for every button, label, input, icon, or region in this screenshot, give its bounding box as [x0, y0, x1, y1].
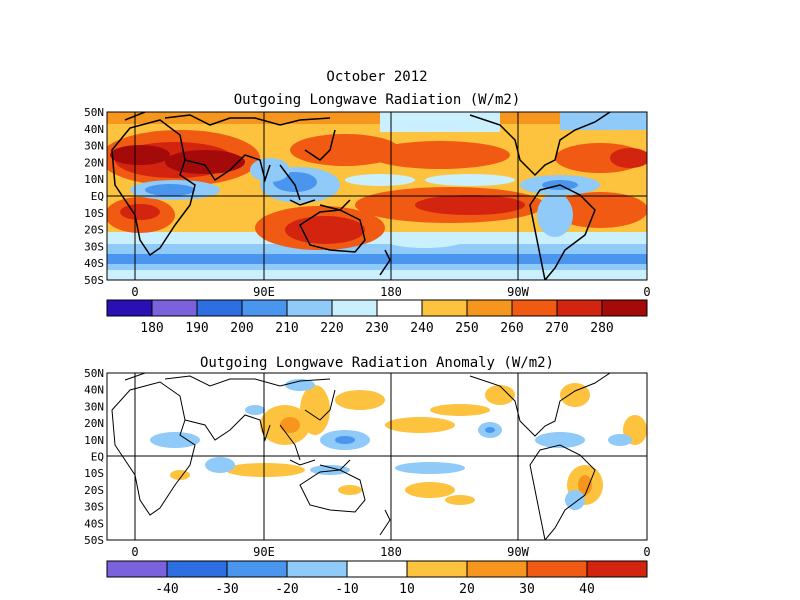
lon-tick-label: 90W: [507, 285, 529, 299]
lon-tick-label: 0: [643, 545, 650, 559]
lat-tick-label: 20N: [84, 417, 104, 430]
lat-tick-label: 10N: [84, 434, 104, 447]
colorbar-label: 30: [519, 582, 535, 597]
lat-tick-label: 50N: [84, 106, 104, 119]
colorbar-swatch: [376, 299, 423, 317]
colorbar-swatch: [286, 299, 333, 317]
lat-tick-label: 40S: [84, 257, 104, 270]
colorbar-label: 280: [590, 321, 613, 336]
colorbar-label: 220: [320, 321, 343, 336]
colorbar-swatch: [151, 299, 198, 317]
lon-tick-label: 180: [380, 545, 402, 559]
anomaly-olr-title: Outgoing Longwave Radiation Anomaly (W/m…: [200, 355, 554, 371]
colorbar-label: 40: [579, 582, 595, 597]
colorbar-swatch: [346, 560, 408, 578]
colorbar-label: 270: [545, 321, 568, 336]
anomaly-olr-lon-axis: 0 90E 180 90W 0: [131, 545, 650, 559]
lon-tick-label: 0: [643, 285, 650, 299]
lat-tick-label: 40N: [84, 384, 104, 397]
lon-tick-label: 0: [131, 545, 138, 559]
colorbar-label: -30: [215, 582, 238, 597]
colorbar-swatch: [286, 560, 348, 578]
lon-tick-label: 90E: [253, 285, 275, 299]
lat-tick-label: 40N: [84, 123, 104, 136]
colorbar-swatch: [466, 560, 528, 578]
anomaly-olr-colorbar: -40 -30 -20 -10 10 20 30 40: [106, 560, 648, 597]
lat-tick-label: 50S: [84, 534, 104, 547]
lat-tick-label: 50N: [84, 367, 104, 380]
lon-tick-label: 90W: [507, 545, 529, 559]
lat-tick-label: 20S: [84, 224, 104, 237]
lat-tick-label: 10N: [84, 173, 104, 186]
lat-tick-label: 20S: [84, 484, 104, 497]
total-olr-panel: Outgoing Longwave Radiation (W/m2): [84, 92, 650, 336]
total-olr-colorbar: 180 190 200 210 220 230 240 250 260 270 280: [106, 299, 648, 336]
colorbar-label: 240: [410, 321, 433, 336]
colorbar-swatch: [106, 560, 168, 578]
colorbar-label: -10: [335, 582, 358, 597]
total-olr-gridlines: [107, 112, 647, 280]
colorbar-swatch: [556, 299, 603, 317]
lat-tick-label: 10S: [84, 207, 104, 220]
colorbar-label: -20: [275, 582, 298, 597]
colorbar-label: 230: [365, 321, 388, 336]
colorbar-label: 260: [500, 321, 523, 336]
colorbar-swatch: [421, 299, 468, 317]
total-olr-lat-axis: 50N 40N 30N 20N 10N EQ 10S 20S 30S 40S 50S: [84, 106, 104, 287]
lat-tick-label: EQ: [91, 451, 104, 464]
colorbar-swatch: [511, 299, 558, 317]
lat-tick-label: 20N: [84, 156, 104, 169]
anomaly-olr-lat-axis: 50N 40N 30N 20N 10N EQ 10S 20S 30S 40S 50S: [84, 367, 104, 547]
anomaly-gridlines: [107, 373, 647, 540]
lon-tick-label: 90E: [253, 545, 275, 559]
colorbar-swatch: [601, 299, 648, 317]
lat-tick-label: 30S: [84, 501, 104, 514]
colorbar-swatch: [466, 299, 513, 317]
total-olr-map: [107, 112, 647, 280]
colorbar-label: 190: [185, 321, 208, 336]
figure-title: October 2012: [326, 69, 427, 85]
colorbar-swatch: [331, 299, 378, 317]
lat-tick-label: 30N: [84, 140, 104, 153]
colorbar-swatch: [526, 560, 588, 578]
colorbar-label: -40: [155, 582, 178, 597]
lat-tick-label: EQ: [91, 190, 104, 203]
lat-tick-label: 50S: [84, 274, 104, 287]
colorbar-swatch: [226, 560, 288, 578]
total-olr-frame: [106, 111, 648, 281]
colorbar-swatch: [241, 299, 288, 317]
colorbar-swatch: [406, 560, 468, 578]
colorbar-swatch: [586, 560, 648, 578]
colorbar-swatch: [196, 299, 243, 317]
colorbar-label: 20: [459, 582, 475, 597]
lon-tick-label: 180: [380, 285, 402, 299]
colorbar-swatch: [166, 560, 228, 578]
lat-tick-label: 10S: [84, 467, 104, 480]
total-olr-title: Outgoing Longwave Radiation (W/m2): [234, 92, 521, 108]
colorbar-label: 180: [140, 321, 163, 336]
lat-tick-label: 30N: [84, 400, 104, 413]
lat-tick-label: 30S: [84, 240, 104, 253]
colorbar-swatch: [106, 299, 153, 317]
colorbar-label: 200: [230, 321, 253, 336]
colorbar-label: 250: [455, 321, 478, 336]
lon-tick-label: 0: [131, 285, 138, 299]
anomaly-olr-map: [107, 373, 647, 540]
total-olr-lon-axis: 0 90E 180 90W 0: [131, 285, 650, 299]
lat-tick-label: 40S: [84, 517, 104, 530]
anomaly-olr-frame: [106, 372, 648, 541]
colorbar-label: 210: [275, 321, 298, 336]
coastlines: [111, 112, 611, 280]
colorbar-label: 10: [399, 582, 415, 597]
anomaly-olr-panel: Outgoing Longwave Radiation Anomaly (W/m…: [84, 355, 650, 597]
